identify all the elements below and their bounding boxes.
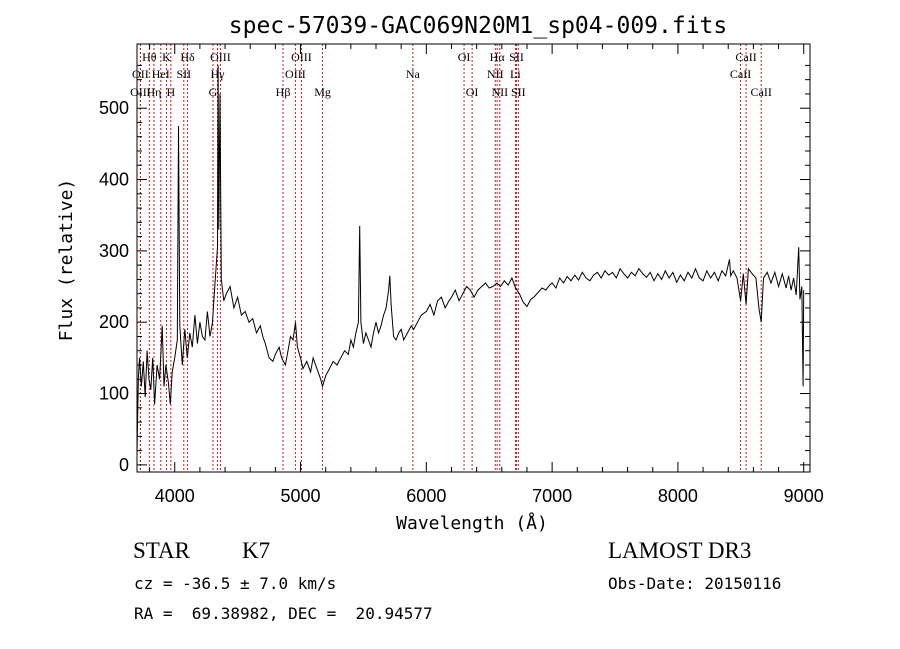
spectral-line-label: Mg: [314, 85, 331, 99]
observation-date: Obs-Date: 20150116: [608, 574, 782, 593]
x-tick-label: 8000: [658, 486, 698, 506]
y-tick-label: 300: [99, 241, 129, 261]
spectral-line-label: Hθ: [142, 50, 157, 64]
x-tick-label: 7000: [532, 486, 572, 506]
object-type: STAR: [133, 538, 190, 563]
spectral-line-label: Hδ: [180, 50, 195, 64]
chart-title: spec-57039-GAC069N20M1_sp04-009.fits: [229, 13, 728, 39]
spectral-line-label: Na: [406, 67, 421, 81]
y-axis: 0 100 200 300 400 500: [99, 64, 810, 475]
y-tick-label: 400: [99, 170, 129, 190]
spectral-line-label: OIII: [130, 85, 151, 99]
spectral-line-label: CaII: [735, 50, 756, 64]
x-tick-label: 5000: [281, 486, 321, 506]
spectral-line-label: SII: [511, 85, 526, 99]
x-tick-label: 4000: [155, 486, 195, 506]
spectral-line-label: HeI: [152, 67, 170, 81]
spectral-line-label: NII: [491, 85, 508, 99]
spectral-line-label: OIII: [285, 67, 306, 81]
spectral-line-label: G: [209, 85, 218, 99]
y-tick-label: 500: [99, 98, 129, 118]
spectral-line-label: K: [162, 50, 171, 64]
spectral-subclass: K7: [242, 538, 271, 563]
spectral-line-label: NII: [487, 67, 504, 81]
x-tick-label: 9000: [784, 486, 824, 506]
coordinates: RA = 69.38982, DEC = 20.94577: [134, 604, 433, 623]
spectral-line-label: SII: [176, 67, 191, 81]
spectral-line-label: SII: [509, 50, 524, 64]
x-tick-label: 6000: [406, 486, 446, 506]
plot-frame: [136, 43, 811, 473]
spectral-line-label: OII: [132, 67, 149, 81]
y-tick-label: 100: [99, 384, 129, 404]
spectral-line-label: CaII: [730, 67, 751, 81]
spectral-line-label: Hβ: [276, 85, 291, 99]
y-axis-label: Flux (relative): [56, 179, 77, 342]
survey-name: LAMOST DR3: [608, 538, 752, 563]
spectral-line-label: Hη: [147, 85, 162, 99]
spectral-line-markers: [139, 44, 762, 472]
spectral-line-label: OI: [466, 85, 479, 99]
spectral-line-label: H: [167, 85, 176, 99]
y-tick-label: 0: [119, 455, 129, 475]
spectral-line-label: OIII: [210, 50, 231, 64]
x-axis: 4000 5000 6000 7000 8000 9000: [149, 44, 824, 506]
redshift-velocity: cz = -36.5 ± 7.0 km/s: [134, 574, 337, 593]
spectral-line-label: Hα: [490, 50, 506, 64]
spectral-line-label: Li: [510, 67, 521, 81]
x-axis-label: Wavelength (Å): [396, 512, 548, 534]
spectrum-line: [136, 65, 805, 455]
spectral-line-label: CaII: [751, 85, 772, 99]
spectral-line-label: OIII: [291, 50, 312, 64]
spectral-line-label: OI: [458, 50, 471, 64]
y-tick-label: 200: [99, 312, 129, 332]
